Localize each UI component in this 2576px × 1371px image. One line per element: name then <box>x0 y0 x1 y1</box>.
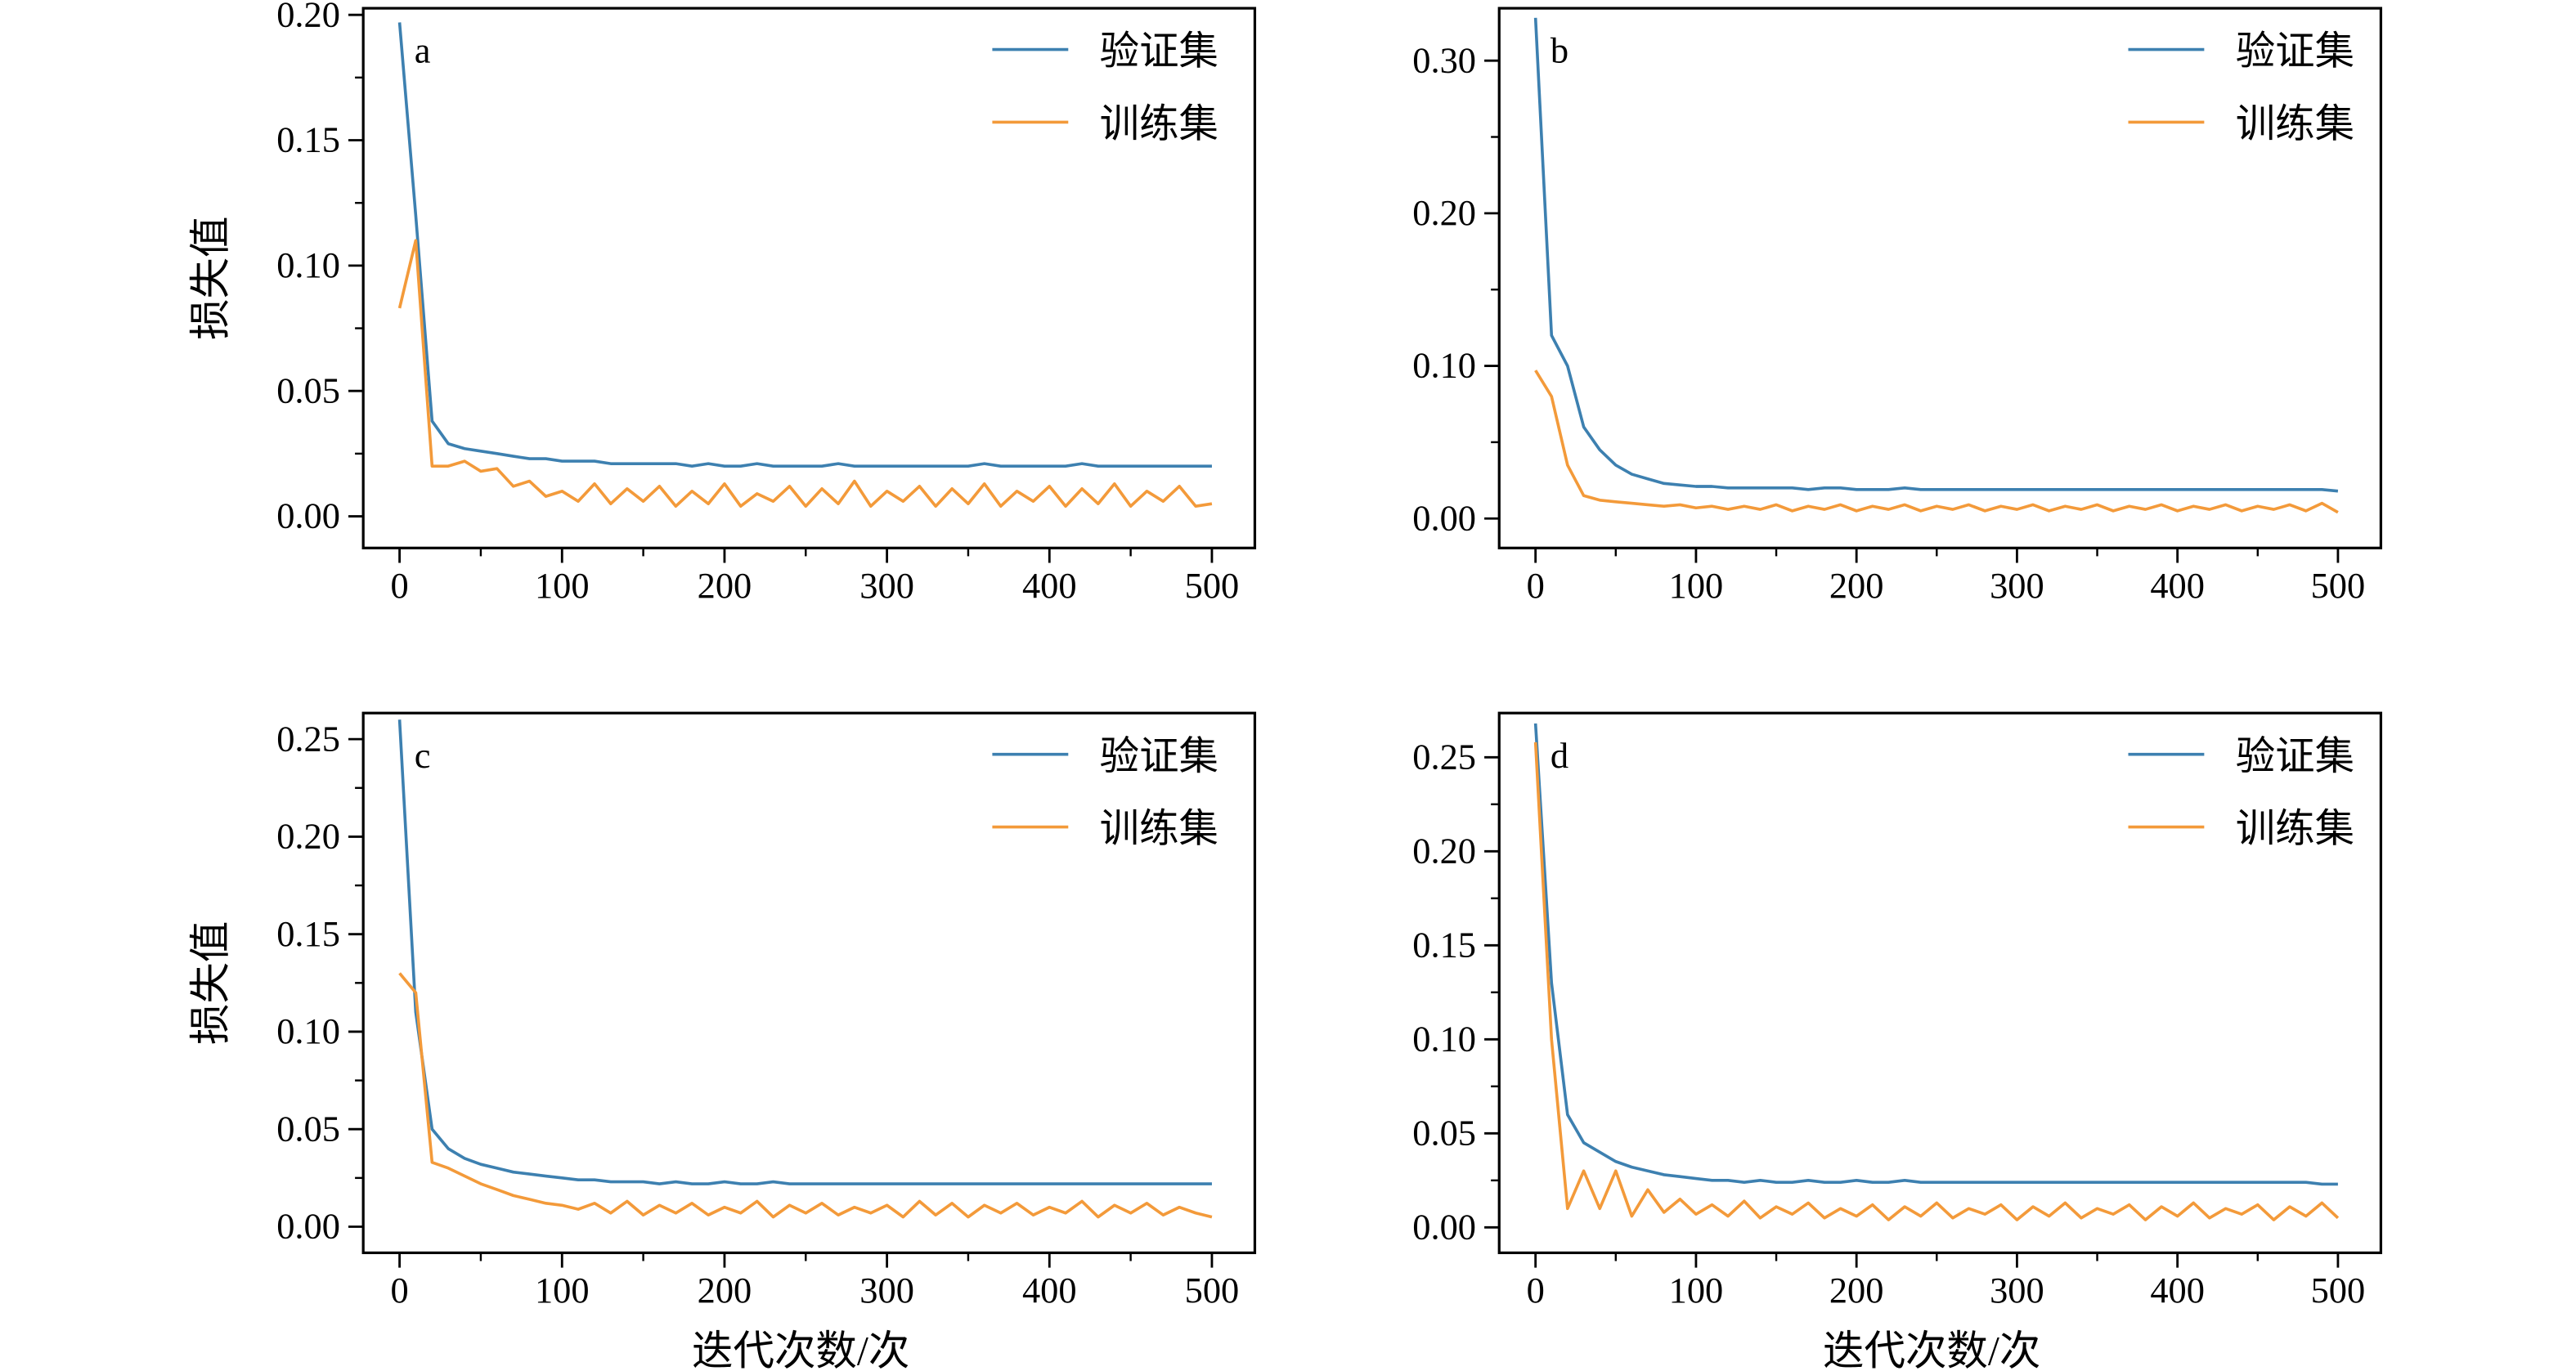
y-tick-label: 0.05 <box>1412 1112 1476 1153</box>
y-tick-label: 0.15 <box>276 119 340 160</box>
y-tick-label: 0.05 <box>276 370 340 410</box>
x-tick-label: 400 <box>1022 565 1077 606</box>
x-tick-label: 0 <box>1527 565 1545 606</box>
y-tick-label: 0.25 <box>276 718 340 759</box>
x-tick-label: 0 <box>390 565 408 606</box>
x-tick-label: 100 <box>1669 1270 1724 1311</box>
chart-panel-d: 0.00 0.05 0.10 0.15 0.20 0.25 0 100 200 300 400 500… <box>1412 711 2383 1370</box>
y-tick-label: 0.00 <box>276 1206 340 1247</box>
panel-letter: d <box>1551 735 1568 776</box>
plot-frame <box>1497 711 2383 1255</box>
series-line-validation <box>397 719 1212 1185</box>
x-tick-label: 500 <box>1185 565 1240 606</box>
y-tick-label: 0.10 <box>276 1010 340 1051</box>
series-line-validation <box>397 22 1212 468</box>
y-tick-label: 0.15 <box>276 913 340 954</box>
y-tick-label: 0.20 <box>276 816 340 857</box>
x-tick-label: 300 <box>1990 565 2044 606</box>
plot-frame <box>361 711 1257 1255</box>
y-axis-label: 损失值 <box>188 216 234 339</box>
series-line-training <box>397 239 1213 509</box>
x-tick-label: 0 <box>390 1270 408 1311</box>
series-line-training <box>398 972 1213 1219</box>
plot-frame <box>1497 7 2383 549</box>
y-tick-label: 0.10 <box>1412 1018 1476 1059</box>
chart-panel-c: 0.00 0.05 0.10 0.15 0.20 0.25 0 100 200 300 400 500… <box>188 711 1257 1370</box>
x-tick-label: 200 <box>698 1270 752 1311</box>
x-tick-label: 300 <box>859 1270 914 1311</box>
y-tick-label: 0.20 <box>276 0 340 34</box>
x-tick-label: 200 <box>698 565 752 606</box>
legend-label: 训练集 <box>2236 808 2354 851</box>
legend-label: 验证集 <box>2236 30 2354 74</box>
x-tick-label: 100 <box>535 565 590 606</box>
series-line-validation <box>1533 723 2338 1186</box>
y-tick-label: 0.30 <box>1412 39 1476 80</box>
x-tick-label: 500 <box>2311 1270 2366 1311</box>
y-axis-label: 损失值 <box>188 921 234 1045</box>
y-tick-label: 0.00 <box>1412 497 1476 538</box>
y-tick-label: 0.20 <box>1412 830 1476 871</box>
y-tick-label: 0.00 <box>276 495 340 536</box>
x-tick-label: 300 <box>1990 1270 2044 1311</box>
legend-label: 验证集 <box>2236 735 2354 778</box>
y-tick-label: 0.25 <box>1412 736 1476 777</box>
x-tick-label: 400 <box>2150 565 2205 606</box>
x-tick-label: 400 <box>1022 1270 1077 1311</box>
y-tick-label: 0.10 <box>276 244 340 285</box>
panel-letter: a <box>415 30 431 71</box>
x-tick-label: 400 <box>2150 1270 2205 1311</box>
y-tick-label: 0.15 <box>1412 924 1476 965</box>
x-tick-label: 200 <box>1829 1270 1884 1311</box>
panel-letter: b <box>1551 30 1568 71</box>
x-tick-label: 300 <box>859 565 914 606</box>
panel-letter: c <box>415 735 431 776</box>
plot-frame <box>361 7 1257 549</box>
x-axis-label: 迭代次数/次 <box>692 1328 909 1370</box>
legend-label: 训练集 <box>1100 808 1218 851</box>
y-tick-label: 0.00 <box>1412 1206 1476 1247</box>
series-line-validation <box>1533 17 2339 493</box>
chart-panel-a: 0.00 0.05 0.10 0.15 0.20 0 100 200 300 400 500 a 验证集… <box>188 0 1257 606</box>
x-tick-label: 0 <box>1527 1270 1545 1311</box>
x-axis-label: 迭代次数/次 <box>1823 1328 2040 1370</box>
legend-label: 训练集 <box>1100 103 1218 146</box>
x-tick-label: 500 <box>2311 565 2366 606</box>
y-tick-label: 0.05 <box>276 1108 340 1149</box>
x-tick-label: 200 <box>1829 565 1884 606</box>
series-line-training <box>1533 742 2340 1221</box>
x-tick-label: 500 <box>1185 1270 1240 1311</box>
legend-label: 训练集 <box>2236 103 2354 146</box>
x-tick-label: 100 <box>1669 565 1724 606</box>
legend-label: 验证集 <box>1100 735 1218 778</box>
y-tick-label: 0.20 <box>1412 192 1476 233</box>
series-line-training <box>1534 370 2339 514</box>
y-tick-label: 0.10 <box>1412 345 1476 386</box>
x-tick-label: 100 <box>535 1270 590 1311</box>
legend-label: 验证集 <box>1100 30 1218 74</box>
